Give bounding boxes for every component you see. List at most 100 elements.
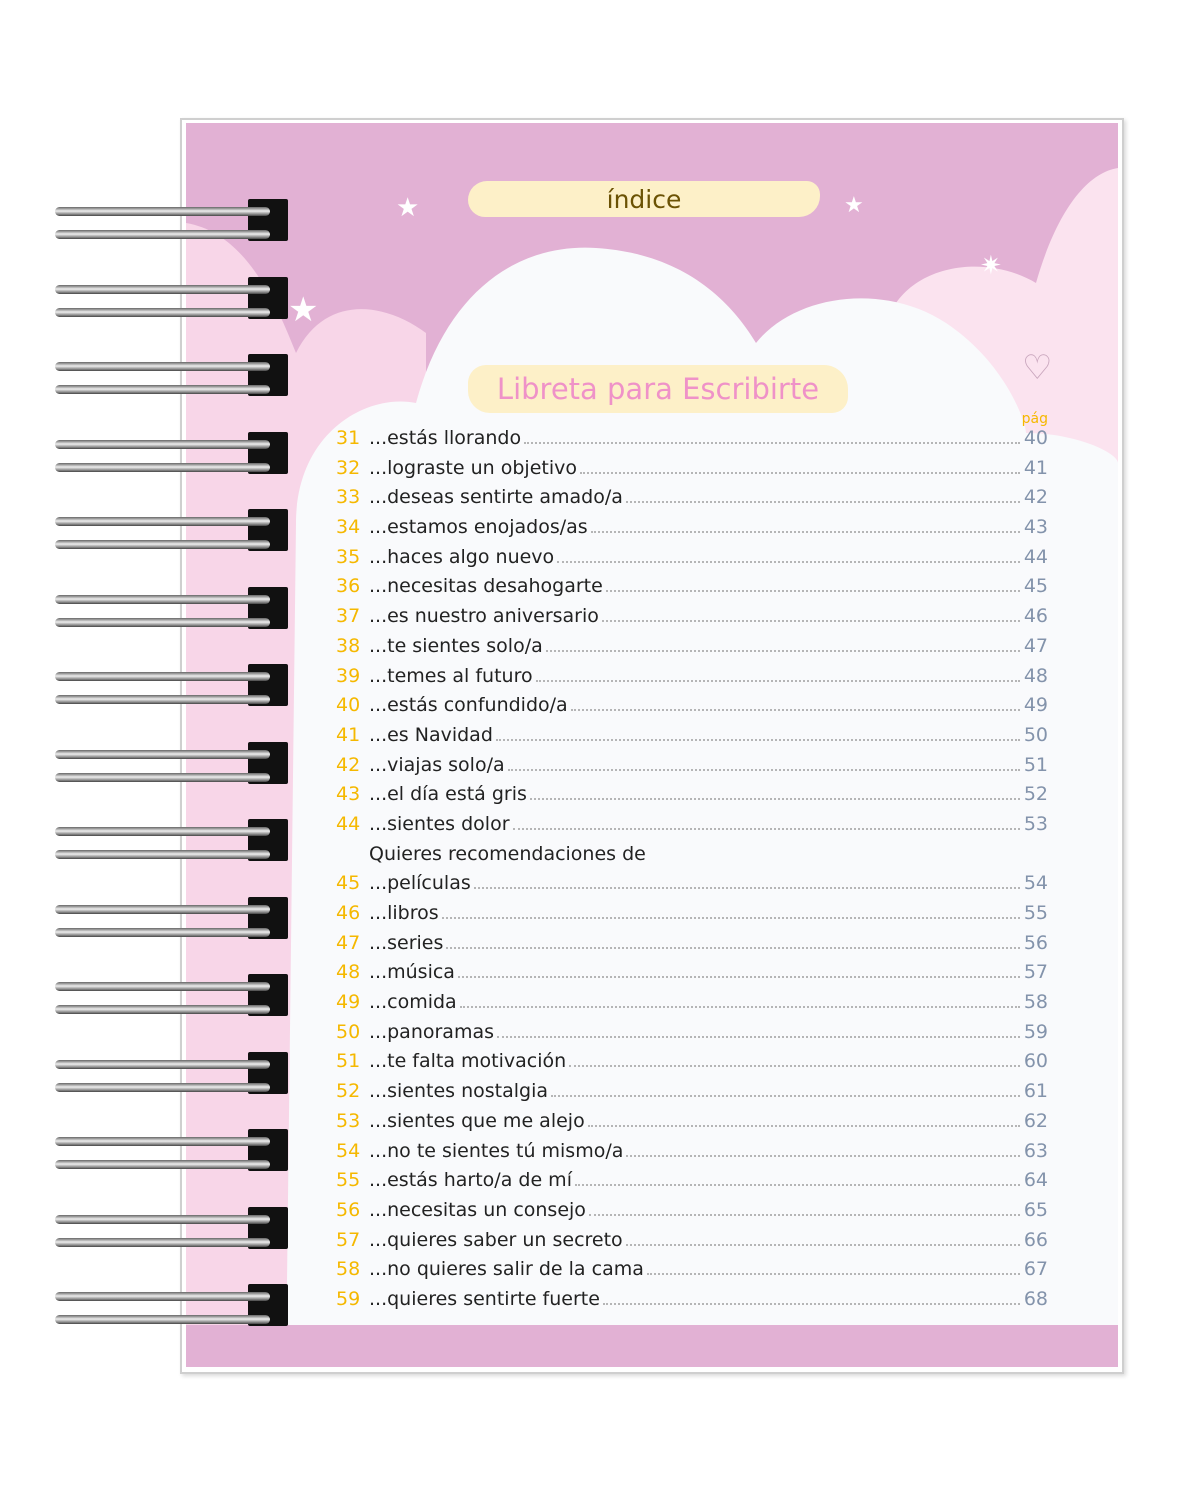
dot-leader xyxy=(441,917,1020,919)
toc-entry[interactable]: 41 ...es Navidad 50 xyxy=(336,724,1048,754)
entry-number: 56 xyxy=(336,1198,361,1221)
toc-entry[interactable]: 56 ...necesitas un consejo 65 xyxy=(336,1199,1048,1229)
toc-entry[interactable]: 36 ...necesitas desahogarte 45 xyxy=(336,575,1048,605)
dot-leader xyxy=(512,827,1020,830)
entry-title: ...quieres saber un secreto xyxy=(369,1228,623,1251)
toc-entry[interactable]: 34 ...estamos enojados/as 43 xyxy=(336,516,1048,546)
entry-number: 34 xyxy=(336,516,361,539)
entry-title: ...panoramas xyxy=(369,1020,494,1043)
entry-title: ...sientes dolor xyxy=(369,812,510,835)
entry-page: 45 xyxy=(1023,575,1048,598)
toc-entry[interactable]: 57 ...quieres saber un secreto 66 xyxy=(336,1229,1048,1259)
star-icon: ★ xyxy=(844,193,864,218)
spiral-ring xyxy=(55,974,290,1018)
toc-entry[interactable]: 39 ...temes al futuro 48 xyxy=(336,665,1048,695)
entry-page: 53 xyxy=(1023,812,1048,835)
entry-page: 51 xyxy=(1023,753,1048,776)
toc-entry[interactable]: 35 ...haces algo nuevo 44 xyxy=(336,546,1048,576)
toc-entry[interactable]: 45 ...películas 54 xyxy=(336,872,1048,902)
dot-leader xyxy=(580,471,1020,474)
entry-title: ...es Navidad xyxy=(369,723,493,746)
spiral-ring xyxy=(55,199,290,243)
entry-page: 61 xyxy=(1023,1080,1048,1103)
dot-leader xyxy=(605,590,1020,593)
spiral-ring xyxy=(55,741,290,786)
index-page: ★ ★ ✷ ♡ índice Libreta para Escribirte p… xyxy=(186,123,1118,1367)
entry-title: ...series xyxy=(369,931,444,954)
entry-number: 33 xyxy=(336,486,361,509)
entry-number: 46 xyxy=(336,902,361,924)
entry-title: ...sientes que me alejo xyxy=(369,1109,585,1132)
dot-leader xyxy=(574,1184,1020,1187)
toc-entry[interactable]: 54 ...no te sientes tú mismo/a 63 xyxy=(336,1140,1048,1170)
toc-entry[interactable]: 43 ...el día está gris 52 xyxy=(336,783,1048,813)
toc-entry[interactable]: 53 ...sientes que me alejo 62 xyxy=(336,1110,1048,1140)
entry-page: 64 xyxy=(1023,1169,1048,1192)
spiral-ring xyxy=(55,1051,290,1096)
star-icon: ★ xyxy=(288,290,319,330)
entry-page: 46 xyxy=(1023,605,1048,628)
sparkle-star-icon: ✷ xyxy=(980,251,1002,281)
entry-title: ...libros xyxy=(369,902,439,924)
entry-number: 54 xyxy=(336,1139,361,1162)
dot-leader xyxy=(446,946,1020,949)
toc-entry[interactable]: 47 ...series 56 xyxy=(336,932,1048,962)
dot-leader xyxy=(646,1273,1020,1276)
toc-entry[interactable]: 44 ...sientes dolor 53 xyxy=(336,813,1048,843)
entry-title: ...temes al futuro xyxy=(369,664,533,687)
toc-entry[interactable]: 49 ...comida 58 xyxy=(336,991,1048,1021)
entry-number: 43 xyxy=(336,783,361,806)
entry-title: ...sientes nostalgia xyxy=(369,1080,549,1103)
entry-number: 48 xyxy=(336,961,361,984)
spiral-ring xyxy=(55,819,290,863)
toc-entry[interactable]: 33 ...deseas sentirte amado/a 42 xyxy=(336,486,1048,516)
toc-entry[interactable]: 51 ...te falta motivación 60 xyxy=(336,1050,1048,1080)
toc-entry[interactable]: 38 ...te sientes solo/a 47 xyxy=(336,635,1048,665)
entry-title: ...te sientes solo/a xyxy=(369,634,543,657)
dot-leader xyxy=(570,709,1020,712)
spiral-ring xyxy=(55,276,290,321)
entry-title: ...estás llorando xyxy=(369,427,522,449)
toc-entry[interactable]: 46 ...libros 55 xyxy=(336,902,1048,932)
entry-page: 50 xyxy=(1023,723,1048,746)
toc-entry[interactable]: 40 ...estás confundido/a 49 xyxy=(336,694,1048,724)
entry-page: 57 xyxy=(1023,961,1048,984)
entry-number: 47 xyxy=(336,931,361,954)
dot-leader xyxy=(625,1243,1020,1246)
notebook-title: Libreta para Escribirte xyxy=(468,365,848,413)
dot-leader xyxy=(457,976,1020,979)
toc-entry[interactable]: 31 ...estás llorando 40 xyxy=(336,427,1048,457)
toc-entry[interactable]: 50 ...panoramas 59 xyxy=(336,1021,1048,1051)
heart-icon: ♡ xyxy=(1022,348,1053,388)
toc-entry[interactable]: 55 ...estás harto/a de mí 64 xyxy=(336,1169,1048,1199)
dot-leader xyxy=(602,1302,1020,1305)
entry-title: ...quieres sentirte fuerte xyxy=(369,1287,600,1310)
dot-leader xyxy=(524,442,1020,444)
entry-title: ...haces algo nuevo xyxy=(369,545,555,568)
entry-page: 47 xyxy=(1023,634,1048,657)
entry-number: 37 xyxy=(336,605,361,628)
dot-leader xyxy=(626,1154,1020,1157)
entry-page: 42 xyxy=(1023,486,1048,509)
entry-page: 68 xyxy=(1023,1287,1048,1310)
dot-leader xyxy=(551,1095,1020,1098)
toc-entry[interactable]: 48 ...música 57 xyxy=(336,961,1048,991)
entry-page: 55 xyxy=(1023,902,1048,924)
toc-entry[interactable]: 58 ...no quieres salir de la cama 67 xyxy=(336,1258,1048,1288)
entry-page: 65 xyxy=(1023,1198,1048,1221)
spiral-ring xyxy=(55,664,290,708)
dot-leader xyxy=(497,1035,1020,1038)
entry-number: 41 xyxy=(336,723,361,746)
toc-entry[interactable]: 42 ...viajas solo/a 51 xyxy=(336,754,1048,784)
spiral-ring xyxy=(55,354,290,398)
entry-number: 45 xyxy=(336,872,361,895)
entry-number: 59 xyxy=(336,1287,361,1310)
toc-entry[interactable]: 52 ...sientes nostalgia 61 xyxy=(336,1080,1048,1110)
toc-entry[interactable]: 59 ...quieres sentirte fuerte 68 xyxy=(336,1288,1048,1318)
toc-entry[interactable]: 32 ...lograste un objetivo 41 xyxy=(336,457,1048,487)
section-heading: Quieres recomendaciones de xyxy=(369,842,646,865)
toc-entry[interactable]: 37 ...es nuestro aniversario 46 xyxy=(336,605,1048,635)
spiral-ring xyxy=(55,1129,290,1173)
entry-title: ...es nuestro aniversario xyxy=(369,605,599,628)
entry-title: ...el día está gris xyxy=(369,783,527,806)
